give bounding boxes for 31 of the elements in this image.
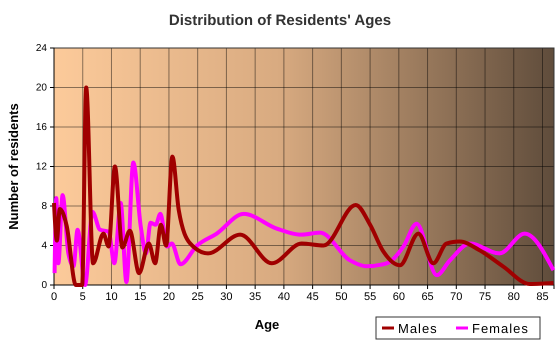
y-tick-label: 8 — [41, 201, 48, 212]
x-tick-label: 60 — [392, 290, 405, 303]
x-axis-title: Age — [254, 317, 280, 332]
x-tick-label: 20 — [162, 290, 176, 303]
x-tick-label: 85 — [536, 290, 549, 303]
y-tick-label: 0 — [41, 280, 48, 292]
x-tick-label: 30 — [220, 290, 233, 303]
x-tick-label: 55 — [364, 290, 376, 303]
x-tick-label: 70 — [450, 290, 462, 303]
y-tick-label: 4 — [41, 240, 48, 252]
x-tick-label: 10 — [105, 290, 118, 303]
x-tick-label: 0 — [50, 290, 58, 303]
legend-label: Males — [398, 321, 438, 336]
line-series — [52, 86, 556, 287]
y-axis-title: Number of residents — [6, 103, 21, 230]
x-tick-label: 50 — [335, 290, 348, 303]
y-tick-label: 24 — [36, 43, 48, 54]
x-tick-label: 45 — [306, 290, 319, 303]
x-tick-label: 40 — [278, 290, 290, 303]
x-tick-label: 65 — [421, 290, 434, 303]
chart-title: Distribution of Residents' Ages — [168, 12, 392, 29]
x-tick-label: 80 — [508, 290, 520, 303]
x-tick-label: 75 — [478, 290, 492, 303]
x-tick-label: 15 — [134, 290, 146, 303]
x-tick-label: 25 — [192, 290, 204, 303]
y-tick-label: 12 — [36, 162, 48, 173]
y-tick-label: 20 — [36, 82, 48, 94]
x-tick-label: 35 — [249, 290, 262, 303]
legend-label: Females — [472, 321, 529, 336]
y-tick-label: 16 — [36, 122, 48, 134]
x-tick-label: 5 — [80, 290, 86, 303]
